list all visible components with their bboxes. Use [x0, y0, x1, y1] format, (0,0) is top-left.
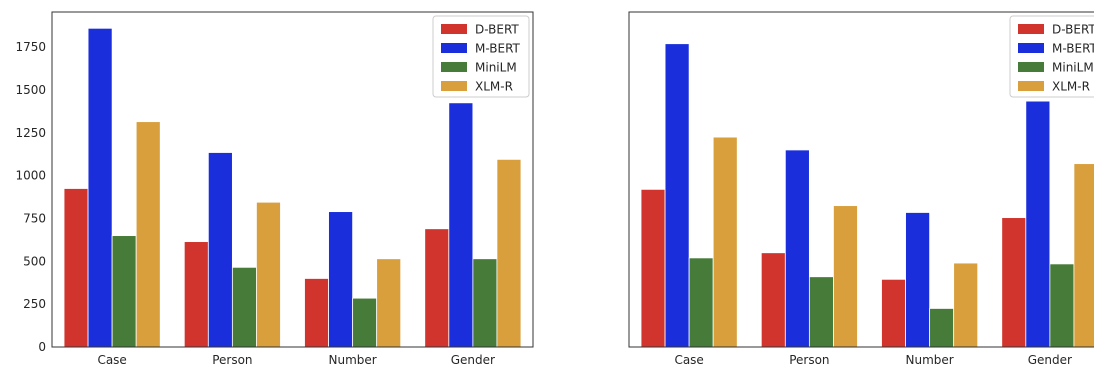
legend-label-d-bert: D-BERT — [475, 23, 519, 37]
legend: D-BERT M-BERT MiniLM XLM-R — [1009, 15, 1094, 98]
x-tick-label: Case — [674, 353, 703, 365]
bar-xlm-r-gender — [496, 158, 522, 347]
legend-label-d-bert: D-BERT — [1052, 23, 1094, 37]
y-tick-label: 1250 — [15, 126, 46, 140]
y-tick-label: 500 — [23, 254, 46, 268]
bar-d-bert-case — [640, 188, 666, 347]
x-tick-label: Person — [212, 353, 252, 365]
bar-xlm-r-person — [256, 201, 281, 347]
legend-swatch-xlm-r — [1018, 81, 1044, 91]
axes-frame — [51, 11, 534, 348]
legend-swatch-minilm — [1018, 62, 1044, 72]
bar-m-bert-person — [784, 149, 810, 347]
legend-label-xlm-r: XLM-R — [1052, 80, 1090, 94]
x-tick-label: Person — [789, 353, 829, 365]
bar-xlm-r-number — [953, 262, 979, 347]
chart-right: Case Person Number Gender D-BERT M-BERT MiniLM… — [628, 11, 1094, 365]
bar-xlm-r-case — [712, 136, 738, 347]
bar-d-bert-number — [304, 278, 329, 347]
y-tick-label: 750 — [23, 211, 46, 225]
chart-left: Case Person Number Gender 0 250 500 750 1000 1250… — [15, 11, 534, 365]
legend-swatch-xlm-r — [441, 81, 467, 91]
bar-xlm-r-gender — [1073, 163, 1094, 347]
bar-m-bert-gender — [1025, 100, 1051, 347]
legend-label-minilm: MiniLM — [1052, 61, 1094, 75]
legend-swatch-d-bert — [1018, 24, 1044, 34]
bar-m-bert-case — [664, 43, 690, 347]
bar-minilm-person — [231, 266, 257, 347]
bar-minilm-number — [929, 308, 955, 347]
bar-minilm-case — [688, 257, 714, 347]
bar-d-bert-gender — [424, 228, 450, 347]
bar-minilm-gender — [472, 258, 498, 347]
y-tick-label: 1750 — [15, 40, 46, 54]
bar-m-bert-case — [87, 27, 113, 347]
legend-label-xlm-r: XLM-R — [475, 80, 513, 94]
legend-swatch-d-bert — [441, 24, 467, 34]
x-tick-label: Gender — [451, 353, 495, 365]
plot-area — [63, 27, 522, 347]
legend: D-BERT M-BERT MiniLM XLM-R — [432, 15, 530, 98]
y-tick-label: 0 — [38, 340, 46, 354]
x-tick-label: Gender — [1028, 353, 1072, 365]
y-tick-label: 1000 — [15, 169, 46, 183]
x-tick-label: Number — [329, 353, 377, 365]
plot-area — [640, 43, 1094, 347]
bar-minilm-person — [808, 276, 834, 347]
bar-d-bert-gender — [1001, 217, 1027, 347]
bar-m-bert-number — [905, 212, 931, 347]
bar-xlm-r-number — [376, 258, 402, 347]
bar-xlm-r-person — [833, 205, 858, 347]
x-tick-label: Number — [906, 353, 954, 365]
bar-minilm-gender — [1049, 263, 1075, 347]
legend-box — [1009, 15, 1094, 98]
bar-d-bert-person — [760, 252, 786, 347]
bar-m-bert-number — [328, 211, 354, 347]
legend-swatch-minilm — [441, 62, 467, 72]
legend-swatch-m-bert — [1018, 43, 1044, 53]
legend-label-m-bert: M-BERT — [1052, 42, 1094, 56]
bar-d-bert-person — [183, 241, 209, 347]
bar-m-bert-person — [207, 152, 233, 347]
legend-box — [432, 15, 530, 98]
bar-m-bert-gender — [448, 102, 474, 347]
legend-label-minilm: MiniLM — [475, 61, 517, 75]
bar-minilm-number — [352, 297, 378, 347]
bar-xlm-r-case — [135, 121, 161, 347]
y-tick-label: 1500 — [15, 83, 46, 97]
y-tick-label: 250 — [23, 297, 46, 311]
legend-label-m-bert: M-BERT — [475, 42, 521, 56]
x-tick-label: Case — [97, 353, 126, 365]
bar-d-bert-case — [63, 188, 89, 347]
bar-minilm-case — [111, 235, 137, 347]
axes-frame — [628, 11, 1094, 348]
bar-d-bert-number — [881, 278, 906, 347]
legend-swatch-m-bert — [441, 43, 467, 53]
